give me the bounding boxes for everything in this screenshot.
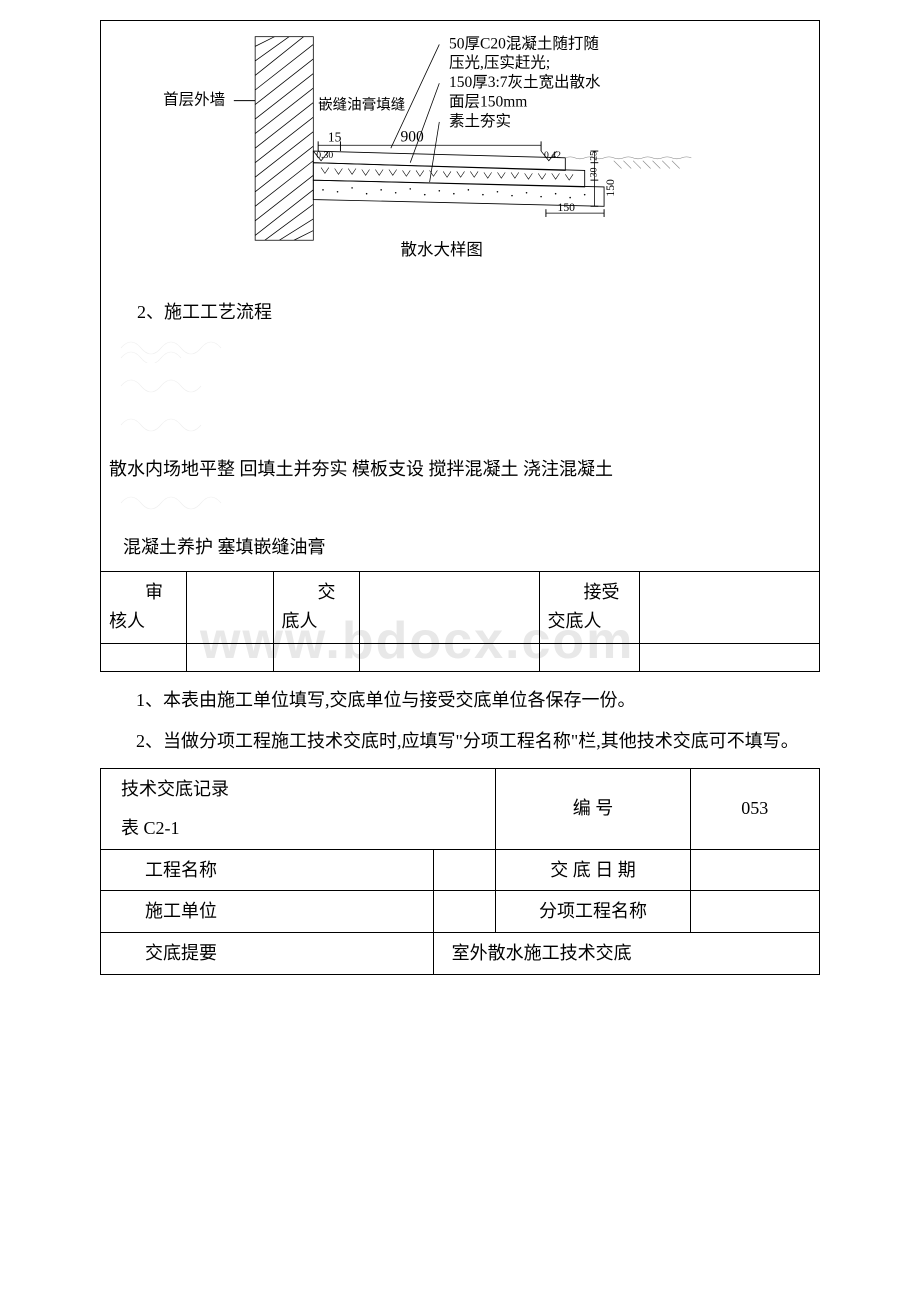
blank-cell [187, 644, 273, 672]
dim-15: 15 [328, 129, 342, 144]
faint-scribble [119, 371, 239, 401]
project-label: 工程名称 [101, 849, 434, 891]
dim-150a: 150 [604, 179, 617, 197]
reviewer-value [187, 572, 273, 644]
faint-scribble [119, 410, 239, 440]
faint-scribble [119, 333, 239, 363]
blank-cell [640, 644, 820, 672]
section-diagram: 首层外墙 嵌缝油膏填缝 50厚C20混凝土随打随 压光,压实赶光; 150厚3:… [109, 27, 811, 288]
summary-label: 交底提要 [101, 933, 434, 975]
dim-30: 30 [588, 167, 599, 177]
label-t2: 压光,压实赶光; [449, 54, 550, 72]
step2-heading: 2、施工工艺流程 [137, 298, 811, 327]
receiver-value [640, 572, 820, 644]
receiver-label: 接受交底人 [539, 572, 640, 644]
discloser-value [359, 572, 539, 644]
blank-cell [539, 644, 640, 672]
dim-042: 0.42 [544, 150, 561, 161]
label-t5: 素土夯实 [449, 112, 511, 130]
record-title-cell: 技术交底记录 表 C2-1 [101, 768, 496, 849]
dim-25: 25 [588, 151, 599, 161]
diagram-cell: 首层外墙 嵌缝油膏填缝 50厚C20混凝土随打随 压光,压实赶光; 150厚3:… [101, 21, 820, 572]
unit-label: 施工单位 [101, 891, 434, 933]
unit-value [433, 891, 496, 933]
diagram-title: 散水大样图 [401, 240, 483, 259]
discloser-label: 交底人 [273, 572, 359, 644]
flow-line-a: 散水内场地平整 回填土并夯实 模板支设 搅拌混凝土 浇注混凝土 [109, 455, 811, 484]
blank-cell [359, 644, 539, 672]
number-value: 053 [690, 768, 819, 849]
sub-value [690, 891, 819, 933]
project-value [433, 849, 496, 891]
flow-line-b: 混凝土养护 塞填嵌缝油膏 [123, 533, 811, 562]
label-t4: 面层150mm [449, 93, 527, 110]
blank-cell [101, 644, 187, 672]
note-2: 2、当做分项工程施工技术交底时,应填写"分项工程名称"栏,其他技术交底可不填写。 [100, 727, 820, 756]
label-t1: 50厚C20混凝土随打随 [449, 34, 599, 52]
summary-value: 室外散水施工技术交底 [433, 933, 819, 975]
label-t3: 150厚3:7灰土宽出散水 [449, 73, 601, 91]
number-label: 编 号 [496, 768, 690, 849]
blank-cell [273, 644, 359, 672]
diagram-table: 首层外墙 嵌缝油膏填缝 50厚C20混凝土随打随 压光,压实赶光; 150厚3:… [100, 20, 820, 672]
faint-scribble [119, 488, 239, 518]
record-table: 技术交底记录 表 C2-1 编 号 053 工程名称 交 底 日 期 施工单位 … [100, 768, 820, 975]
dim-150b: 150 [558, 201, 576, 214]
date-value [690, 849, 819, 891]
note-1: 1、本表由施工单位填写,交底单位与接受交底单位各保存一份。 [100, 686, 820, 715]
dim-900: 900 [401, 128, 425, 145]
label-outer-wall: 首层外墙 [163, 91, 225, 109]
date-label: 交 底 日 期 [496, 849, 690, 891]
reviewer-label: 审核人 [101, 572, 187, 644]
label-sealant: 嵌缝油膏填缝 [318, 96, 405, 113]
sub-label: 分项工程名称 [496, 891, 690, 933]
